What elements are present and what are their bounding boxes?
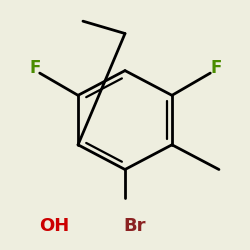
Text: F: F: [29, 59, 40, 77]
Text: Br: Br: [124, 217, 146, 235]
Text: F: F: [210, 59, 222, 77]
Text: OH: OH: [40, 217, 70, 235]
